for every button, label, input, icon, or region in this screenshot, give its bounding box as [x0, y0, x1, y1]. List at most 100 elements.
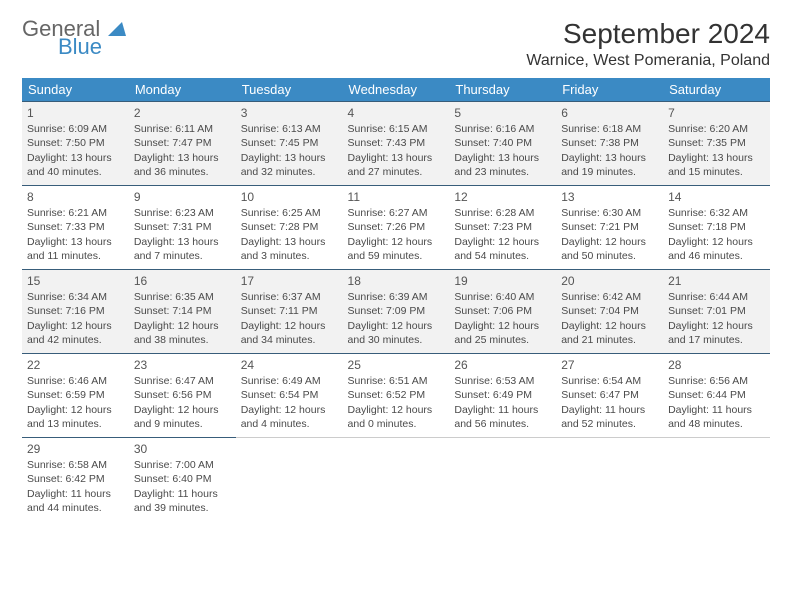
daylight-text-2: and 59 minutes.: [348, 249, 445, 263]
sunrise-text: Sunrise: 6:13 AM: [241, 122, 338, 136]
sunrise-text: Sunrise: 6:09 AM: [27, 122, 124, 136]
sunset-text: Sunset: 7:04 PM: [561, 304, 658, 318]
day-cell: 13Sunrise: 6:30 AMSunset: 7:21 PMDayligh…: [556, 186, 663, 270]
day-cell: 23Sunrise: 6:47 AMSunset: 6:56 PMDayligh…: [129, 354, 236, 438]
daylight-text-2: and 40 minutes.: [27, 165, 124, 179]
daylight-text: Daylight: 12 hours: [454, 235, 551, 249]
sunset-text: Sunset: 6:40 PM: [134, 472, 231, 486]
sunrise-text: Sunrise: 6:21 AM: [27, 206, 124, 220]
daylight-text: Daylight: 12 hours: [561, 319, 658, 333]
daylight-text: Daylight: 13 hours: [241, 235, 338, 249]
calendar-table: Sunday Monday Tuesday Wednesday Thursday…: [22, 78, 770, 521]
sunset-text: Sunset: 7:23 PM: [454, 220, 551, 234]
day-number: 1: [27, 105, 124, 121]
daylight-text: Daylight: 13 hours: [668, 151, 765, 165]
day-number: 22: [27, 357, 124, 373]
day-cell: 3Sunrise: 6:13 AMSunset: 7:45 PMDaylight…: [236, 102, 343, 186]
sunrise-text: Sunrise: 6:35 AM: [134, 290, 231, 304]
sunrise-text: Sunrise: 6:23 AM: [134, 206, 231, 220]
daylight-text-2: and 4 minutes.: [241, 417, 338, 431]
daylight-text: Daylight: 11 hours: [134, 487, 231, 501]
empty-cell: [556, 438, 663, 521]
day-cell: 15Sunrise: 6:34 AMSunset: 7:16 PMDayligh…: [22, 270, 129, 354]
calendar-body: 1Sunrise: 6:09 AMSunset: 7:50 PMDaylight…: [22, 102, 770, 521]
day-number: 10: [241, 189, 338, 205]
day-number: 5: [454, 105, 551, 121]
sunset-text: Sunset: 7:26 PM: [348, 220, 445, 234]
sunrise-text: Sunrise: 6:54 AM: [561, 374, 658, 388]
sunrise-text: Sunrise: 6:39 AM: [348, 290, 445, 304]
day-number: 25: [348, 357, 445, 373]
daylight-text: Daylight: 12 hours: [241, 403, 338, 417]
sunset-text: Sunset: 7:28 PM: [241, 220, 338, 234]
day-cell: 6Sunrise: 6:18 AMSunset: 7:38 PMDaylight…: [556, 102, 663, 186]
day-cell: 17Sunrise: 6:37 AMSunset: 7:11 PMDayligh…: [236, 270, 343, 354]
daylight-text: Daylight: 12 hours: [27, 403, 124, 417]
empty-cell: [236, 438, 343, 521]
daylight-text: Daylight: 12 hours: [134, 403, 231, 417]
daylight-text-2: and 23 minutes.: [454, 165, 551, 179]
day-cell: 4Sunrise: 6:15 AMSunset: 7:43 PMDaylight…: [343, 102, 450, 186]
sunset-text: Sunset: 7:14 PM: [134, 304, 231, 318]
sunrise-text: Sunrise: 6:51 AM: [348, 374, 445, 388]
daylight-text-2: and 54 minutes.: [454, 249, 551, 263]
sunrise-text: Sunrise: 6:34 AM: [27, 290, 124, 304]
day-number: 2: [134, 105, 231, 121]
day-cell: 30Sunrise: 7:00 AMSunset: 6:40 PMDayligh…: [129, 438, 236, 521]
daylight-text-2: and 11 minutes.: [27, 249, 124, 263]
sunset-text: Sunset: 7:31 PM: [134, 220, 231, 234]
daylight-text-2: and 50 minutes.: [561, 249, 658, 263]
daylight-text: Daylight: 12 hours: [668, 235, 765, 249]
sunset-text: Sunset: 7:43 PM: [348, 136, 445, 150]
sunrise-text: Sunrise: 6:42 AM: [561, 290, 658, 304]
calendar-row: 1Sunrise: 6:09 AMSunset: 7:50 PMDaylight…: [22, 102, 770, 186]
sunrise-text: Sunrise: 6:49 AM: [241, 374, 338, 388]
sunrise-text: Sunrise: 6:15 AM: [348, 122, 445, 136]
day-number: 28: [668, 357, 765, 373]
daylight-text: Daylight: 13 hours: [27, 235, 124, 249]
daylight-text: Daylight: 13 hours: [27, 151, 124, 165]
day-number: 19: [454, 273, 551, 289]
day-cell: 5Sunrise: 6:16 AMSunset: 7:40 PMDaylight…: [449, 102, 556, 186]
daylight-text-2: and 48 minutes.: [668, 417, 765, 431]
weekday-header: Sunday: [22, 78, 129, 102]
daylight-text: Daylight: 12 hours: [27, 319, 124, 333]
sunrise-text: Sunrise: 6:56 AM: [668, 374, 765, 388]
day-cell: 29Sunrise: 6:58 AMSunset: 6:42 PMDayligh…: [22, 438, 129, 521]
calendar-row: 15Sunrise: 6:34 AMSunset: 7:16 PMDayligh…: [22, 270, 770, 354]
day-number: 6: [561, 105, 658, 121]
empty-cell: [663, 438, 770, 521]
day-cell: 18Sunrise: 6:39 AMSunset: 7:09 PMDayligh…: [343, 270, 450, 354]
daylight-text: Daylight: 13 hours: [241, 151, 338, 165]
sunset-text: Sunset: 7:21 PM: [561, 220, 658, 234]
day-number: 3: [241, 105, 338, 121]
day-number: 20: [561, 273, 658, 289]
day-number: 27: [561, 357, 658, 373]
sunrise-text: Sunrise: 6:18 AM: [561, 122, 658, 136]
daylight-text-2: and 56 minutes.: [454, 417, 551, 431]
daylight-text-2: and 46 minutes.: [668, 249, 765, 263]
day-cell: 2Sunrise: 6:11 AMSunset: 7:47 PMDaylight…: [129, 102, 236, 186]
day-cell: 7Sunrise: 6:20 AMSunset: 7:35 PMDaylight…: [663, 102, 770, 186]
sunrise-text: Sunrise: 6:28 AM: [454, 206, 551, 220]
sunrise-text: Sunrise: 6:27 AM: [348, 206, 445, 220]
sunrise-text: Sunrise: 6:20 AM: [668, 122, 765, 136]
sunset-text: Sunset: 6:44 PM: [668, 388, 765, 402]
sunset-text: Sunset: 6:42 PM: [27, 472, 124, 486]
daylight-text-2: and 19 minutes.: [561, 165, 658, 179]
daylight-text-2: and 30 minutes.: [348, 333, 445, 347]
sunrise-text: Sunrise: 6:47 AM: [134, 374, 231, 388]
day-cell: 28Sunrise: 6:56 AMSunset: 6:44 PMDayligh…: [663, 354, 770, 438]
day-number: 18: [348, 273, 445, 289]
weekday-header: Saturday: [663, 78, 770, 102]
daylight-text: Daylight: 13 hours: [348, 151, 445, 165]
day-number: 21: [668, 273, 765, 289]
daylight-text: Daylight: 12 hours: [454, 319, 551, 333]
day-number: 16: [134, 273, 231, 289]
sunset-text: Sunset: 7:33 PM: [27, 220, 124, 234]
daylight-text: Daylight: 12 hours: [348, 319, 445, 333]
day-number: 4: [348, 105, 445, 121]
sunrise-text: Sunrise: 6:11 AM: [134, 122, 231, 136]
sunrise-text: Sunrise: 6:25 AM: [241, 206, 338, 220]
sunset-text: Sunset: 7:35 PM: [668, 136, 765, 150]
